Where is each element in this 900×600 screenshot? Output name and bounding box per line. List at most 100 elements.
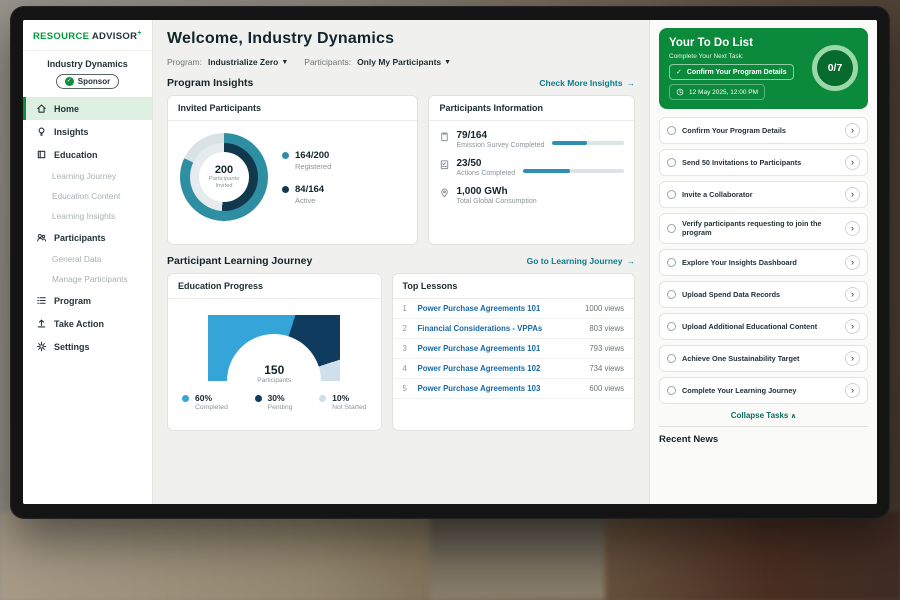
logo-advisor: ADVISOR xyxy=(91,31,138,43)
collapse-tasks-link[interactable]: Collapse Tasks ∧ xyxy=(730,410,797,420)
lesson-link[interactable]: Power Purchase Agreements 102 xyxy=(417,364,541,373)
pending-dot xyxy=(254,395,262,402)
top-lessons-card: Top Lessons 1 Power Purchase Agreements … xyxy=(391,273,635,431)
task-row-confirm-program[interactable]: Confirm Your Program Details › xyxy=(659,117,868,144)
insights-icon xyxy=(38,127,45,136)
program-filter-label: Program: xyxy=(167,57,202,67)
chevron-down-icon: ▼ xyxy=(281,58,289,66)
sidebar-item-education-content[interactable]: Education Content xyxy=(52,191,121,202)
participants-filter-label: Participants: xyxy=(304,57,352,67)
lesson-row: 3 Power Purchase Agreements 101 793 view… xyxy=(392,339,634,359)
lesson-link[interactable]: Power Purchase Agreements 103 xyxy=(417,384,541,393)
participants-select[interactable]: Only My Participants ▼ xyxy=(357,57,452,67)
sponsor-badge[interactable]: ✓ Sponsor xyxy=(55,74,120,90)
education-icon xyxy=(37,150,46,159)
todo-panel: Your To Do List Complete Your Next Task:… xyxy=(649,20,877,504)
go-to-learning-journey-link[interactable]: Go to Learning Journey → xyxy=(526,256,635,266)
due-date-row: 12 May 2025, 12:00 PM xyxy=(669,84,766,100)
lesson-link[interactable]: Financial Considerations - VPPAs xyxy=(417,324,543,333)
program-icon xyxy=(37,297,46,304)
task-row-verify-participants[interactable]: Verify participants requesting to join t… xyxy=(659,213,868,244)
task-chevron-icon[interactable]: › xyxy=(845,123,860,138)
not-started-dot xyxy=(319,395,327,402)
task-checkbox[interactable] xyxy=(667,257,676,267)
education-progress-legend: 60% Completed 30% Pending xyxy=(168,381,381,411)
task-row-complete-learning-journey[interactable]: Complete Your Learning Journey › xyxy=(659,376,868,404)
task-chevron-icon[interactable]: › xyxy=(845,254,860,270)
task-chevron-icon[interactable]: › xyxy=(845,350,860,366)
task-checkbox[interactable] xyxy=(667,385,676,395)
next-task-row[interactable]: ✓ Confirm Your Program Details xyxy=(669,64,794,80)
todo-subtitle: Complete Your Next Task: xyxy=(669,53,744,60)
sidebar-item-learning-insights[interactable]: Learning Insights xyxy=(52,211,116,222)
settings-icon xyxy=(36,341,47,352)
task-checkbox[interactable] xyxy=(667,126,676,135)
task-row-upload-spend-data[interactable]: Upload Spend Data Records › xyxy=(659,280,868,308)
task-chevron-icon[interactable]: › xyxy=(845,220,860,236)
task-chevron-icon[interactable]: › xyxy=(845,187,860,202)
task-row-send-invitations[interactable]: Send 50 Invitations to Participants › xyxy=(659,149,868,176)
todo-progress-ring: 0/7 xyxy=(812,45,858,91)
actions-completed-progressbar xyxy=(523,169,624,173)
task-row-invite-collaborator[interactable]: Invite a Collaborator › xyxy=(659,181,868,208)
task-checkbox[interactable] xyxy=(667,190,676,199)
task-checkbox[interactable] xyxy=(667,223,676,233)
program-insights-cards: Invited Participants 200 Participants In… xyxy=(167,95,635,245)
legend-item-registered: 164/200 Registered xyxy=(282,150,331,171)
logo-plus: + xyxy=(137,30,142,37)
stat-global-consumption: 1,000 GWh Total Global Consumption xyxy=(439,186,624,205)
program-select[interactable]: Industrialize Zero ▼ xyxy=(207,57,289,67)
recent-news-header: Recent News xyxy=(659,425,868,445)
active-dot xyxy=(282,185,289,193)
lesson-link[interactable]: Power Purchase Agreements 101 xyxy=(417,344,541,353)
arrow-right-icon: → xyxy=(626,78,636,88)
education-progress-card: Education Progress 150 Participants 60% … xyxy=(167,273,382,431)
clipboard-icon xyxy=(441,132,449,142)
check-icon: ✓ xyxy=(676,69,682,76)
sidebar-item-participants[interactable]: Participants xyxy=(23,226,152,249)
task-chevron-icon[interactable]: › xyxy=(845,286,860,302)
learning-journey-header: Participant Learning Journey Go to Learn… xyxy=(167,255,635,267)
participants-icon xyxy=(37,234,47,242)
location-pin-icon xyxy=(441,188,449,198)
dashboard-screen: RESOURCE ADVISOR+ Industry Dynamics ✓ Sp… xyxy=(23,20,877,504)
task-checkbox[interactable] xyxy=(667,158,676,167)
sidebar-item-general-data[interactable]: General Data xyxy=(52,254,102,265)
sidebar-item-take-action[interactable]: Take Action xyxy=(23,312,152,335)
clock-icon xyxy=(676,88,684,96)
sidebar-item-program[interactable]: Program xyxy=(23,289,152,312)
emission-survey-progressbar xyxy=(552,141,624,145)
sidebar-item-settings[interactable]: Settings xyxy=(23,335,152,358)
task-row-upload-educational-content[interactable]: Upload Additional Educational Content › xyxy=(659,312,868,340)
task-checkbox[interactable] xyxy=(667,321,676,331)
sidebar-item-home[interactable]: Home xyxy=(23,97,152,121)
lesson-link[interactable]: Power Purchase Agreements 101 xyxy=(417,304,541,313)
task-checkbox[interactable] xyxy=(667,353,676,363)
app-logo: RESOURCE ADVISOR+ xyxy=(23,20,152,52)
sidebar-item-education[interactable]: Education xyxy=(23,143,152,166)
page-title: Welcome, Industry Dynamics xyxy=(167,30,395,47)
task-list: Confirm Your Program Details › Send 50 I… xyxy=(659,117,868,404)
org-name: Industry Dynamics xyxy=(47,59,128,70)
chevron-up-icon: ∧ xyxy=(790,412,797,420)
section-title: Program Insights xyxy=(167,77,254,89)
sidebar-item-insights[interactable]: Insights xyxy=(23,120,152,143)
task-row-achieve-target[interactable]: Achieve One Sustainability Target › xyxy=(659,344,868,372)
sidebar: RESOURCE ADVISOR+ Industry Dynamics ✓ Sp… xyxy=(23,20,153,504)
stat-emission-survey: 79/164 Emission Survey Completed xyxy=(439,130,624,149)
sidebar-item-learning-journey[interactable]: Learning Journey xyxy=(52,171,117,182)
sponsor-check-icon: ✓ xyxy=(64,77,74,87)
task-chevron-icon[interactable]: › xyxy=(845,155,860,170)
learning-journey-cards: Education Progress 150 Participants 60% … xyxy=(167,273,635,431)
check-more-insights-link[interactable]: Check More Insights → xyxy=(539,78,635,88)
checklist-icon xyxy=(441,160,449,170)
sidebar-item-manage-participants[interactable]: Manage Participants xyxy=(52,274,128,285)
participants-information-card: Participants Information 79/164 Emission… xyxy=(428,95,635,245)
task-checkbox[interactable] xyxy=(667,289,676,299)
task-chevron-icon[interactable]: › xyxy=(845,318,860,334)
task-chevron-icon[interactable]: › xyxy=(845,382,860,398)
lesson-row: 1 Power Purchase Agreements 101 1000 vie… xyxy=(392,299,634,319)
monitor-bezel: RESOURCE ADVISOR+ Industry Dynamics ✓ Sp… xyxy=(10,6,890,519)
card-title: Education Progress xyxy=(168,274,381,299)
task-row-explore-insights[interactable]: Explore Your Insights Dashboard › xyxy=(659,248,868,276)
